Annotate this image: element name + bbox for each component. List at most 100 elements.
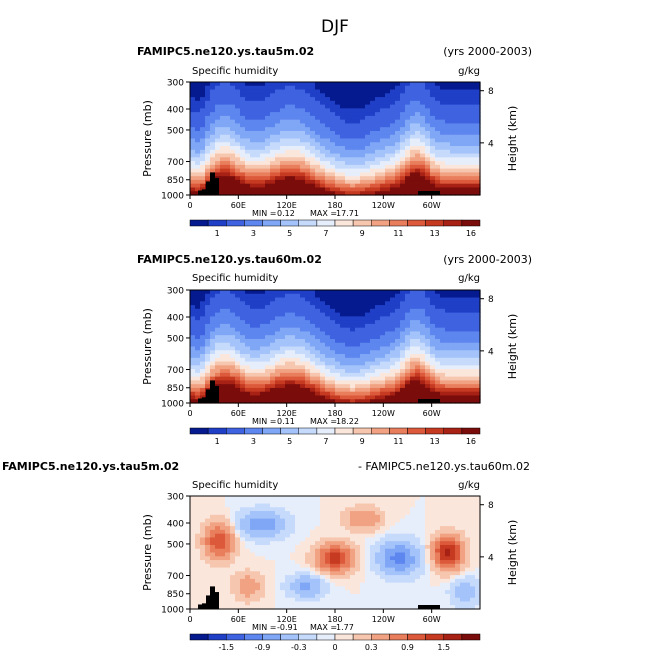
contour-cell (440, 183, 446, 189)
contour-cell (390, 507, 396, 512)
contour-cell (275, 372, 281, 378)
contour-cell (455, 350, 461, 355)
contour-cell (260, 308, 266, 314)
contour-cell (270, 312, 276, 317)
contour-cell (455, 499, 461, 505)
contour-cell (305, 323, 311, 329)
contour-cell (325, 146, 331, 151)
contour-cell (410, 153, 416, 158)
contour-cell (265, 503, 271, 508)
contour-cell (310, 537, 316, 542)
contour-cell (380, 316, 386, 321)
contour-cell (325, 395, 331, 400)
contour-cell (450, 384, 456, 389)
contour-cell (330, 115, 336, 121)
contour-cell (190, 395, 196, 400)
contour-cell (200, 354, 206, 359)
contour-cell (220, 149, 226, 155)
contour-cell (210, 100, 216, 106)
contour-cell (250, 85, 256, 91)
contour-cell (435, 361, 441, 366)
contour-cell (230, 89, 236, 94)
contour-cell (425, 168, 431, 173)
contour-cell (285, 97, 291, 102)
contour-cell (260, 387, 266, 393)
contour-cell (285, 544, 291, 550)
contour-cell (435, 365, 441, 370)
contour-cell (400, 149, 406, 155)
contour-cell (390, 115, 396, 121)
contour-cell (365, 354, 371, 359)
contour-cell (465, 138, 471, 143)
contour-cell (430, 187, 436, 192)
contour-cell (295, 161, 301, 166)
contour-cell (330, 183, 336, 189)
contour-cell (470, 514, 476, 520)
contour-cell (255, 372, 261, 378)
contour-cell (270, 514, 276, 520)
contour-cell (215, 496, 221, 501)
contour-cell (415, 522, 421, 527)
contour-cell (320, 123, 326, 128)
contour-cell (280, 164, 286, 170)
contour-cell (290, 119, 296, 125)
contour-cell (435, 338, 441, 344)
contour-cell (285, 161, 291, 166)
colorbar-label: 16 (466, 437, 476, 446)
contour-cell (440, 514, 446, 520)
contour-cell (275, 533, 281, 539)
contour-cell (440, 293, 446, 299)
contour-cell (235, 346, 241, 351)
contour-cell (255, 514, 261, 520)
contour-cell (465, 331, 471, 336)
contour-cell (200, 499, 206, 505)
colorbar-label: 11 (393, 437, 403, 446)
contour-cell (330, 97, 336, 102)
contour-cell (345, 134, 351, 140)
contour-cell (320, 399, 326, 404)
contour-cell (320, 104, 326, 109)
contour-cell (410, 85, 416, 91)
contour-cell (440, 346, 446, 351)
contour-cell (280, 376, 286, 381)
contour-cell (315, 578, 321, 584)
contour-cell (390, 168, 396, 173)
contour-cell (205, 293, 211, 299)
contour-cell (350, 361, 356, 366)
contour-cell (190, 372, 196, 378)
contour-cell (375, 503, 381, 508)
contour-cell (415, 567, 421, 572)
contour-cell (245, 308, 251, 314)
contour-cell (230, 578, 236, 584)
contour-cell (325, 323, 331, 329)
colorbar-label: 1 (215, 437, 220, 446)
contour-cell (345, 127, 351, 132)
contour-cell (310, 119, 316, 125)
contour-cell (305, 372, 311, 378)
contour-cell (290, 338, 296, 344)
contour-cell (190, 507, 196, 512)
contour-cell (475, 123, 481, 128)
contour-cell (200, 112, 206, 117)
contour-cell (405, 176, 411, 181)
contour-cell (365, 514, 371, 520)
contour-cell (475, 176, 481, 181)
contour-cell (400, 354, 406, 359)
contour-cell (355, 369, 361, 374)
contour-cell (335, 187, 341, 192)
contour-cell (465, 567, 471, 572)
contour-cell (275, 308, 281, 314)
contour-cell (315, 104, 321, 109)
contour-cell (230, 346, 236, 351)
contour-cell (215, 97, 221, 102)
contour-cell (440, 387, 446, 393)
contour-cell (380, 571, 386, 576)
contour-cell (440, 290, 446, 295)
contour-cell (390, 316, 396, 321)
contour-cell (440, 85, 446, 91)
contour-cell (405, 123, 411, 128)
contour-cell (200, 350, 206, 355)
contour-cell (265, 179, 271, 185)
contour-cell (210, 582, 216, 587)
contour-cell (305, 560, 311, 565)
